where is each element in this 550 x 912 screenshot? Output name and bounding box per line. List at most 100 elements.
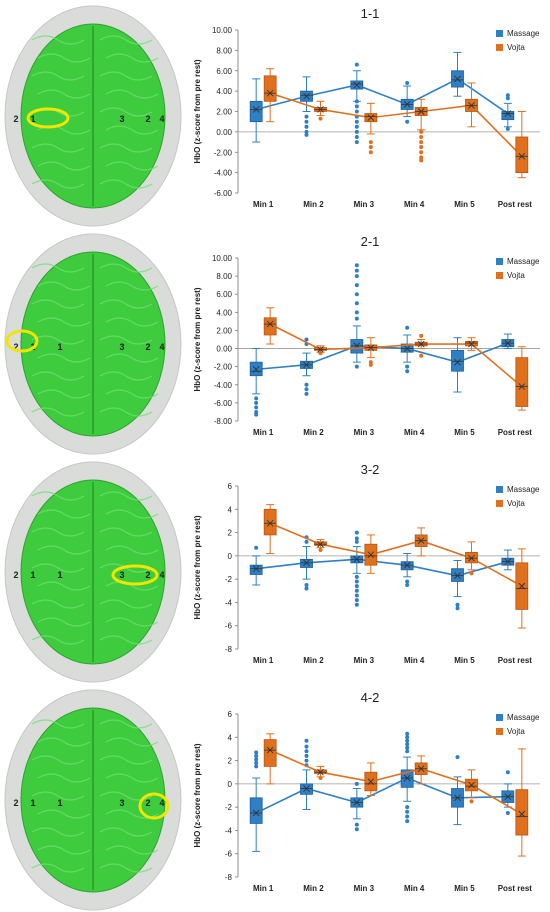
outlier-point [304,744,309,749]
box-body [263,508,277,536]
gyrus-right [99,71,153,81]
outlier-point [469,799,474,804]
mean-line [255,777,508,814]
outlier-point [304,582,309,587]
box-vojta-min-2 [314,345,327,356]
outlier-point [405,819,410,824]
gyrus-right [99,299,153,309]
gyrus-left [31,335,85,345]
outlier-point [254,764,259,769]
y-axis-label: HbO (z-score from pre rest) [193,59,202,163]
outlier-point [254,760,259,765]
channel-label: 2 [13,798,18,808]
gyrus-left [37,89,91,99]
gyrus-left [31,791,85,801]
box-body [515,789,529,836]
legend-label-vojta: Vojta [507,271,525,280]
outlier-point [354,134,359,139]
series-massage [249,530,515,611]
channel-label: 2 [13,342,18,352]
box-vojta-min-3 [364,762,378,796]
gyrus-right [99,599,153,609]
box-vojta-min-5 [465,337,478,351]
channel-label: 4 [159,114,164,124]
box-massage-post-rest [501,549,515,571]
legend-swatch-massage [496,258,503,265]
box-body [249,100,263,123]
boxplot-chart: 4-2 -8 -6 -4 -2 0 2 4 6 HbO (z-score from pre res… [193,690,540,893]
y-tick-label: 6.00 [216,67,232,76]
panel-2-1: 2 1 1 3 2 4 2-1 -8.00 -6.00 -4.00 -2.00 0.00 2.00 4.0… [0,228,550,456]
legend-label-massage: Massage [507,257,540,266]
mean-marker [266,89,274,97]
box-body [515,357,529,407]
gyrus-right [99,371,153,381]
gyrus-left [31,299,85,309]
y-tick-label: 4 [228,505,233,514]
y-tick-label: 4 [228,733,233,742]
mean-marker [518,582,526,590]
gyrus-left [37,353,91,363]
box-massage-min-1 [249,750,263,852]
box-massage-min-3 [350,62,364,145]
gyrus-left [37,161,91,171]
outlier-point [354,574,359,579]
outlier-point [419,140,424,145]
mean-marker [403,101,411,108]
box-massage-min-5 [451,51,464,97]
mean-marker [266,519,274,527]
box-vojta-min-3 [364,534,378,574]
y-tick-label: -4 [225,826,233,835]
outlier-point [368,140,373,145]
box-vojta-min-4 [414,98,428,163]
box-body [451,349,464,372]
mean-marker [303,785,310,792]
outlier-point [354,584,359,589]
channel-label: 3 [119,114,124,124]
outlier-point [254,400,259,405]
outlier-point [354,124,359,129]
gyrus-left [37,389,91,399]
outlier-point [304,337,309,342]
mean-marker [417,537,425,545]
y-axis-label: HbO (z-score from pre rest) [193,515,202,619]
mean-marker [403,345,411,352]
mean-marker [367,114,375,121]
gyrus-right [99,491,153,501]
outlier-point [354,263,359,268]
outlier-point [354,593,359,598]
gyrus-left [31,35,85,45]
outlier-point [455,606,460,611]
legend-swatch-massage [496,714,503,721]
gyrus-left [31,827,85,837]
x-tick-label: Min 5 [454,884,475,893]
channel-label: 3 [119,570,124,580]
mean-marker [504,793,512,800]
outlier-point [405,369,410,374]
mean-marker [252,565,260,572]
mean-marker [504,110,512,117]
mean-marker [504,339,512,347]
chart-title: 1-1 [361,6,380,21]
gyrus-right [105,281,159,291]
gyrus-left [37,845,91,855]
gyrus-right [105,353,159,363]
outlier-point [304,114,309,119]
legend-label-vojta: Vojta [507,499,525,508]
x-tick-label: Min 2 [303,200,324,209]
gyrus-right [99,179,153,189]
panel-svg: 2 1 3 2 41-1-6.00-4.00-2.000.002.004.006.008… [4,5,540,227]
outlier-point [354,579,359,584]
gyrus-right [99,635,153,645]
x-tick-label: Min 2 [303,428,324,437]
channel-label: 2 [145,798,150,808]
outlier-point [354,283,359,288]
box-vojta-min-3 [364,337,378,367]
outlier-point [304,758,309,763]
channel-label: 2 [145,570,150,580]
gyrus-right [99,107,153,117]
outlier-point [419,333,424,338]
gyrus-right [99,755,153,765]
chart-title: 3-2 [361,462,380,477]
